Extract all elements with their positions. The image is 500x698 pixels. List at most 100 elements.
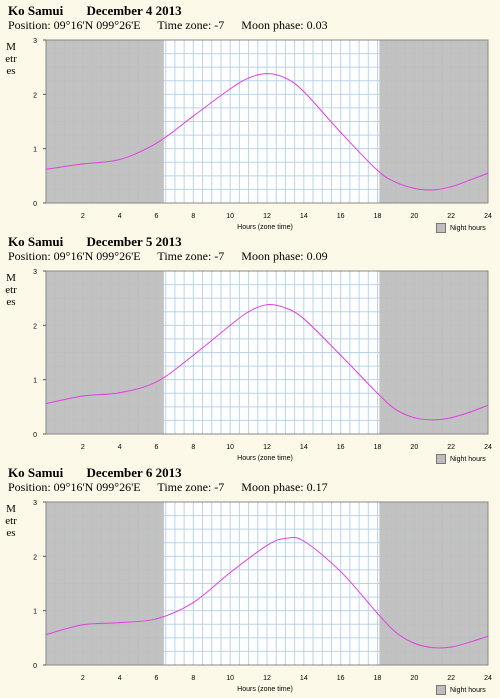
- tide-data-point: [487, 635, 489, 637]
- tide-chart-panel: Ko Samui December 5 2013 Position: 09°16…: [0, 234, 500, 466]
- tide-data-point: [247, 311, 250, 313]
- y-tick-label: 2: [33, 323, 37, 330]
- x-tick-label: 24: [484, 444, 492, 451]
- tide-data-point: [192, 115, 194, 117]
- tide-chart-panel: Ko Samui December 4 2013 Position: 09°16…: [0, 3, 500, 235]
- position-text: Position: 09°16'N 099°26'E: [8, 480, 141, 494]
- tide-curve: [45, 304, 489, 421]
- x-tick-label: 14: [300, 444, 308, 451]
- x-tick-label: 22: [447, 675, 455, 682]
- tide-data-point: [192, 601, 194, 604]
- tide-data-point: [119, 158, 121, 161]
- y-tick-label: 1: [33, 609, 37, 616]
- x-tick-label: 24: [484, 213, 492, 220]
- x-tick-label: 12: [263, 444, 271, 451]
- night-shading: [46, 271, 164, 434]
- legend-label: Night hours: [450, 455, 486, 463]
- tide-data-point: [395, 181, 397, 183]
- moon-phase-text: Moon phase: 0.17: [241, 480, 328, 494]
- position-text: Position: 09°16'N 099°26'E: [8, 249, 141, 263]
- x-tick-label: 2: [81, 675, 85, 682]
- tide-data-point: [413, 187, 415, 189]
- chart-info: Position: 09°16'N 099°26'E Time zone: -7…: [8, 480, 342, 495]
- place-name: Ko Samui: [8, 234, 64, 249]
- tide-data-point: [303, 318, 305, 320]
- chart-date: December 4 2013: [86, 3, 182, 18]
- tide-curve: [45, 73, 489, 191]
- x-tick-label: 20: [410, 213, 418, 220]
- y-tick-label: 2: [33, 92, 37, 99]
- tide-data-point: [395, 408, 397, 411]
- chart-info: Position: 09°16'N 099°26'E Time zone: -7…: [8, 249, 342, 264]
- position-text: Position: 09°16'N 099°26'E: [8, 18, 141, 32]
- tide-data-point: [266, 304, 268, 306]
- x-tick-label: 16: [337, 444, 345, 451]
- plot-frame: [45, 501, 489, 666]
- x-tick-label: 4: [118, 444, 122, 451]
- tide-chart-panel: Ko Samui December 6 2013 Position: 09°16…: [0, 465, 500, 697]
- chart-title: Ko Samui December 4 2013: [8, 3, 182, 19]
- night-shading: [379, 271, 488, 434]
- tide-data-point: [82, 624, 84, 626]
- tide-data-point: [340, 131, 342, 133]
- night-swatch-icon: [436, 454, 446, 464]
- tide-data-point: [266, 73, 268, 75]
- tide-data-point: [487, 172, 489, 174]
- tide-data-point: [284, 307, 287, 309]
- night-swatch-icon: [436, 685, 446, 695]
- tide-data-point: [303, 540, 305, 542]
- x-tick-label: 14: [300, 213, 308, 220]
- tide-data-point: [45, 402, 47, 405]
- night-shading: [46, 502, 164, 665]
- tide-data-point: [82, 163, 84, 165]
- y-tick-label: 0: [33, 663, 37, 670]
- x-tick-label: 22: [447, 444, 455, 451]
- tide-data-point: [432, 419, 434, 421]
- tide-data-point: [413, 417, 415, 419]
- tide-data-point: [155, 618, 158, 620]
- x-tick-label: 6: [155, 213, 159, 220]
- tide-data-point: [119, 622, 121, 624]
- x-tick-label: 10: [226, 213, 234, 220]
- x-tick-label: 14: [300, 675, 308, 682]
- x-tick-label: 10: [226, 444, 234, 451]
- timezone-text: Time zone: -7: [157, 480, 225, 494]
- chart-info: Position: 09°16'N 099°26'E Time zone: -7…: [8, 18, 342, 33]
- legend-label: Night hours: [450, 686, 486, 694]
- x-tick-label: 8: [191, 444, 195, 451]
- x-tick-label: 10: [226, 675, 234, 682]
- x-tick-label: 20: [410, 675, 418, 682]
- y-axis-label: Metres: [5, 503, 17, 539]
- x-tick-label: 20: [410, 444, 418, 451]
- chart-title: Ko Samui December 5 2013: [8, 234, 182, 250]
- night-shading: [46, 40, 164, 203]
- tide-data-point: [468, 179, 471, 181]
- chart-date: December 6 2013: [86, 465, 182, 480]
- tide-data-point: [468, 641, 471, 643]
- x-tick-label: 4: [118, 675, 122, 682]
- night-shading: [379, 40, 488, 203]
- tide-data-point: [45, 633, 47, 636]
- chart-title: Ko Samui December 6 2013: [8, 465, 182, 481]
- night-swatch-icon: [436, 223, 446, 233]
- night-hours-legend: Night hours: [436, 685, 486, 695]
- x-tick-label: 18: [374, 444, 382, 451]
- y-tick-label: 3: [33, 38, 37, 45]
- x-tick-label: 18: [374, 213, 382, 220]
- night-hours-legend: Night hours: [436, 223, 486, 233]
- x-tick-label: 22: [447, 213, 455, 220]
- tide-data-point: [155, 381, 158, 383]
- tide-data-point: [192, 354, 194, 356]
- tide-data-point: [229, 572, 231, 574]
- legend-label: Night hours: [450, 224, 486, 232]
- plot-frame: [45, 270, 489, 435]
- x-tick-label: 2: [81, 213, 85, 220]
- y-tick-label: 1: [33, 147, 37, 154]
- x-tick-label: 8: [191, 675, 195, 682]
- tide-data-point: [395, 631, 397, 633]
- y-tick-label: 1: [33, 378, 37, 385]
- tide-data-point: [82, 395, 84, 397]
